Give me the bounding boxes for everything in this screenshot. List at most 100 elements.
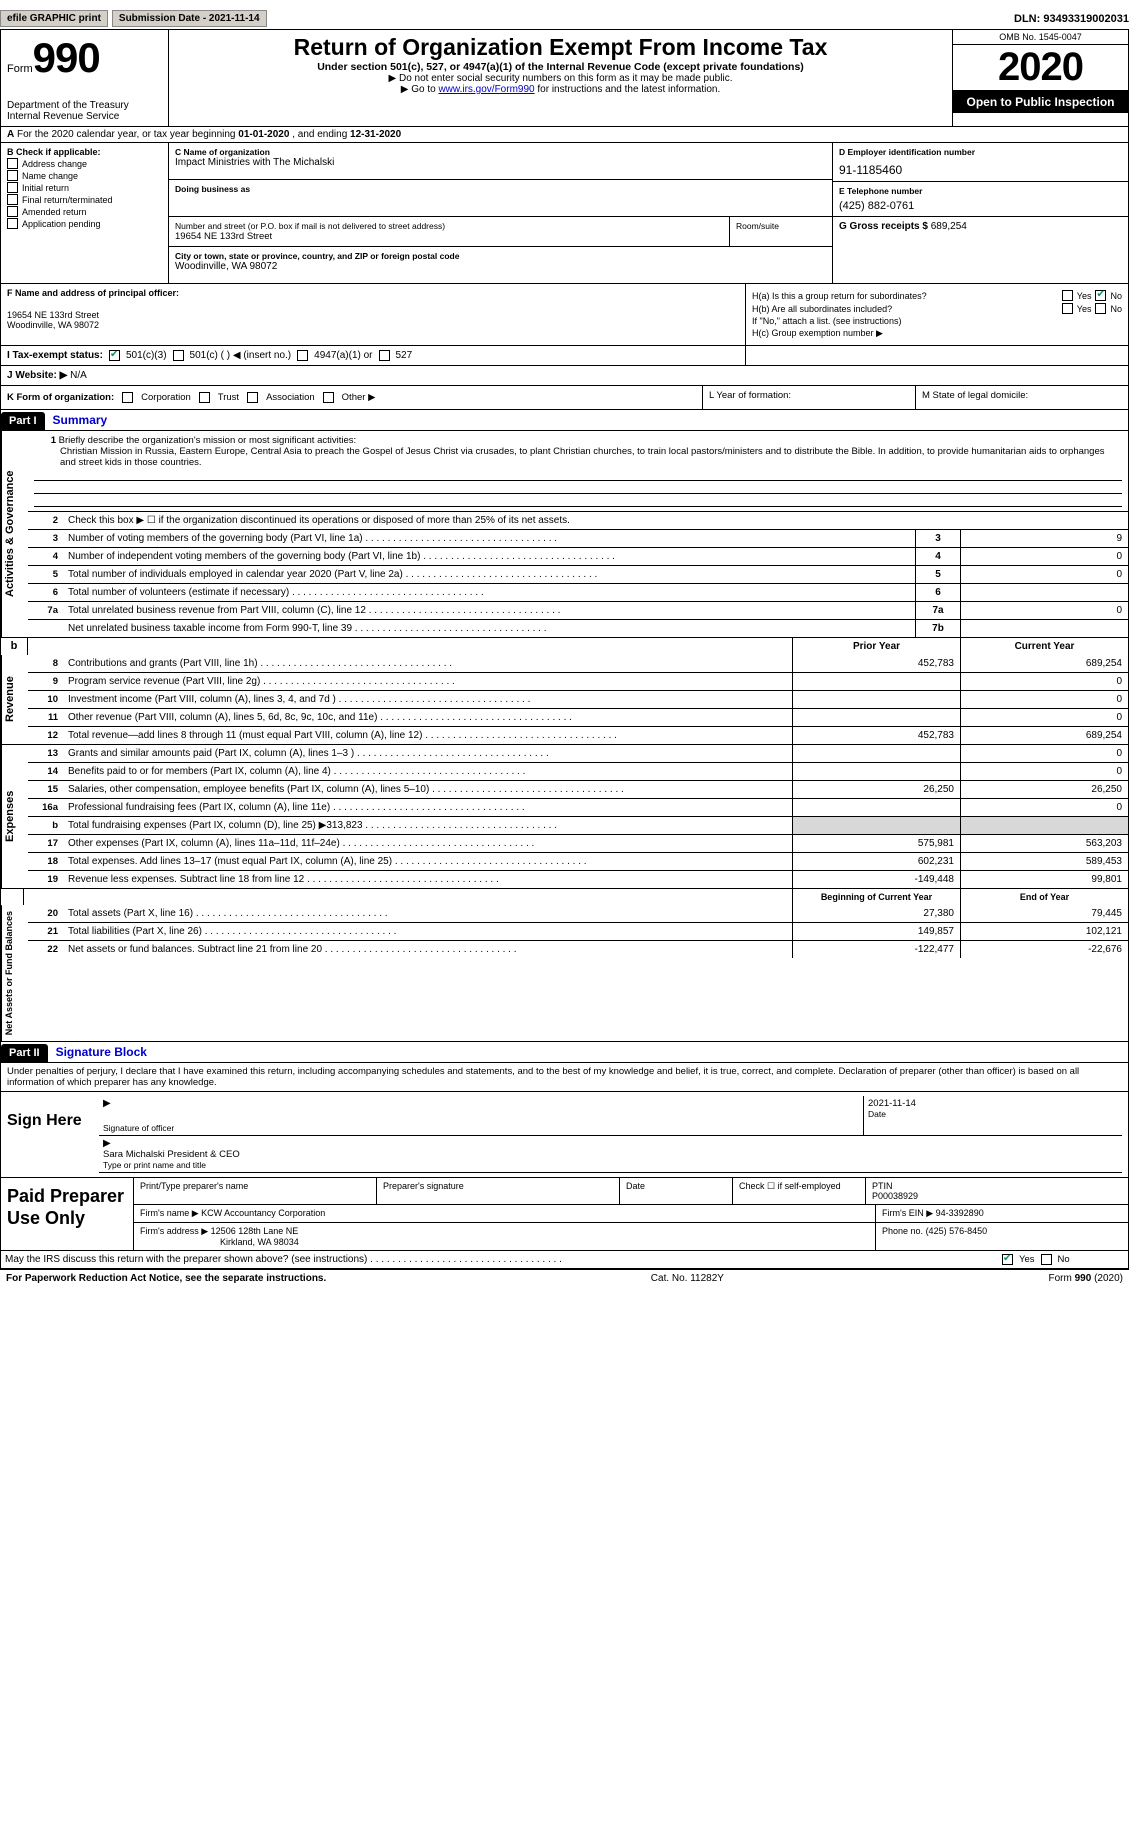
data-row-18: 18 Total expenses. Add lines 13–17 (must… (28, 852, 1128, 870)
checkbox-amended[interactable] (7, 206, 18, 217)
k-opt-2: Association (266, 392, 315, 403)
line-a: A For the 2020 calendar year, or tax yea… (1, 127, 1128, 143)
checkbox-app-pending[interactable] (7, 218, 18, 229)
irs-link[interactable]: www.irs.gov/Form990 (438, 84, 534, 95)
data-row-12: 12 Total revenue—add lines 8 through 11 … (28, 726, 1128, 744)
ha-yes[interactable] (1062, 290, 1073, 301)
checkbox-name-change[interactable] (7, 170, 18, 181)
firm-phone-value: (425) 576-8450 (926, 1226, 988, 1236)
efile-print-button[interactable]: efile GRAPHIC print (0, 10, 108, 27)
firm-phone-label: Phone no. (882, 1226, 923, 1236)
checkbox-final-return[interactable] (7, 194, 18, 205)
data-row-10: 10 Investment income (Part VIII, column … (28, 690, 1128, 708)
part2-title: Signature Block (48, 1042, 155, 1062)
row-b-divider: b Prior Year Current Year (1, 637, 1128, 655)
discuss-no-label: No (1058, 1254, 1070, 1265)
part1-header: Part I Summary (1, 409, 1128, 431)
room-label: Room/suite (736, 221, 826, 231)
checkbox-initial-return[interactable] (7, 182, 18, 193)
opt-4947: 4947(a)(1) or (314, 350, 372, 361)
data-row-13: 13 Grants and similar amounts paid (Part… (28, 745, 1128, 762)
data-row-22: 22 Net assets or fund balances. Subtract… (28, 940, 1128, 958)
checkbox-address-change[interactable] (7, 158, 18, 169)
box-f-line1: 19654 NE 133rd Street (7, 310, 739, 320)
ln-val (960, 584, 1128, 601)
prep-h4: Check ☐ if self-employed (733, 1178, 866, 1204)
ln-num: 10 (28, 691, 64, 708)
header-center-block: Return of Organization Exempt From Incom… (169, 30, 952, 126)
prior-val (792, 763, 960, 780)
ln-text: Benefits paid to or for members (Part IX… (64, 763, 792, 780)
data-row-17: 17 Other expenses (Part IX, column (A), … (28, 834, 1128, 852)
gov-row-6: 6 Total number of volunteers (estimate i… (28, 583, 1128, 601)
opt-527: 527 (396, 350, 413, 361)
hb-yes[interactable] (1062, 303, 1073, 314)
data-row-19: 19 Revenue less expenses. Subtract line … (28, 870, 1128, 888)
curr-val: 0 (960, 691, 1128, 708)
prior-val: 575,981 (792, 835, 960, 852)
discuss-yes[interactable] (1002, 1254, 1013, 1265)
ln-text: Number of independent voting members of … (64, 548, 915, 565)
curr-val: 689,254 (960, 655, 1128, 672)
officer-name-label: Type or print name and title (103, 1160, 1118, 1170)
prep-h2: Preparer's signature (377, 1178, 620, 1204)
cb-501c[interactable] (173, 350, 184, 361)
j-label: J Website: ▶ (7, 370, 67, 381)
hb-no[interactable] (1095, 303, 1106, 314)
goto-note: Go to www.irs.gov/Form990 for instructio… (175, 84, 946, 95)
ln-num: 14 (28, 763, 64, 780)
box-k: K Form of organization: Corporation Trus… (1, 386, 702, 409)
line1-label: Briefly describe the organization's miss… (59, 435, 357, 446)
dln-text: DLN: 93493319002031 (1014, 13, 1129, 25)
section-i: I Tax-exempt status: 501(c)(3) 501(c) ( … (1, 345, 1128, 365)
gov-row-5: 5 Total number of individuals employed i… (28, 565, 1128, 583)
ln-val: 0 (960, 566, 1128, 583)
cb-527[interactable] (379, 350, 390, 361)
ln-num: 15 (28, 781, 64, 798)
prep-h1: Print/Type preparer's name (134, 1178, 377, 1204)
data-row-9: 9 Program service revenue (Part VIII, li… (28, 672, 1128, 690)
ein-box: D Employer identification number 91-1185… (833, 143, 1128, 182)
dba-label: Doing business as (175, 184, 826, 194)
prior-val: 149,857 (792, 923, 960, 940)
form-header: Form 990 Department of the Treasury Inte… (1, 30, 1128, 127)
submission-date-button[interactable]: Submission Date - 2021-11-14 (112, 10, 267, 27)
cb-other[interactable] (323, 392, 334, 403)
treasury-dept-text: Department of the Treasury Internal Reve… (7, 100, 162, 122)
cb-trust[interactable] (199, 392, 210, 403)
prior-val (792, 673, 960, 690)
ln-num: 3 (28, 530, 64, 547)
phone-box: E Telephone number (425) 882-0761 (833, 182, 1128, 217)
gross-label: G Gross receipts $ (839, 221, 928, 232)
discuss-no[interactable] (1041, 1254, 1052, 1265)
section-fh: F Name and address of principal officer:… (1, 283, 1128, 345)
cb-assoc[interactable] (247, 392, 258, 403)
perjury-statement: Under penalties of perjury, I declare th… (1, 1063, 1128, 1091)
line-a-letter: A (7, 129, 14, 140)
part1-title: Summary (45, 410, 116, 430)
dba-box: Doing business as (169, 180, 832, 217)
cb-corp[interactable] (122, 392, 133, 403)
ln-text: Total fundraising expenses (Part IX, col… (64, 817, 792, 834)
curr-val: 0 (960, 709, 1128, 726)
discuss-yes-label: Yes (1019, 1254, 1035, 1265)
footer-right: Form 990 (2020) (1049, 1273, 1123, 1284)
part1-bar: Part I (1, 412, 45, 430)
k-opt-1: Trust (218, 392, 239, 403)
gov-row-7b: Net unrelated business taxable income fr… (28, 619, 1128, 637)
ha-no[interactable] (1095, 290, 1106, 301)
cb-501c3[interactable] (109, 350, 120, 361)
ln-num: 19 (28, 871, 64, 888)
cb-label-0: Address change (22, 159, 87, 169)
k-opt-0: Corporation (141, 392, 191, 403)
prior-val (792, 745, 960, 762)
firm-ein-value: 94-3392890 (936, 1208, 984, 1218)
k-opt-3: Other ▶ (342, 392, 376, 403)
paid-preparer-label: Paid Preparer Use Only (1, 1178, 134, 1250)
cb-4947[interactable] (297, 350, 308, 361)
curr-val: 0 (960, 745, 1128, 762)
ln-num: 22 (28, 941, 64, 958)
cb-label-4: Amended return (22, 207, 87, 217)
prior-val (792, 817, 960, 834)
discuss-row: May the IRS discuss this return with the… (1, 1250, 1128, 1268)
